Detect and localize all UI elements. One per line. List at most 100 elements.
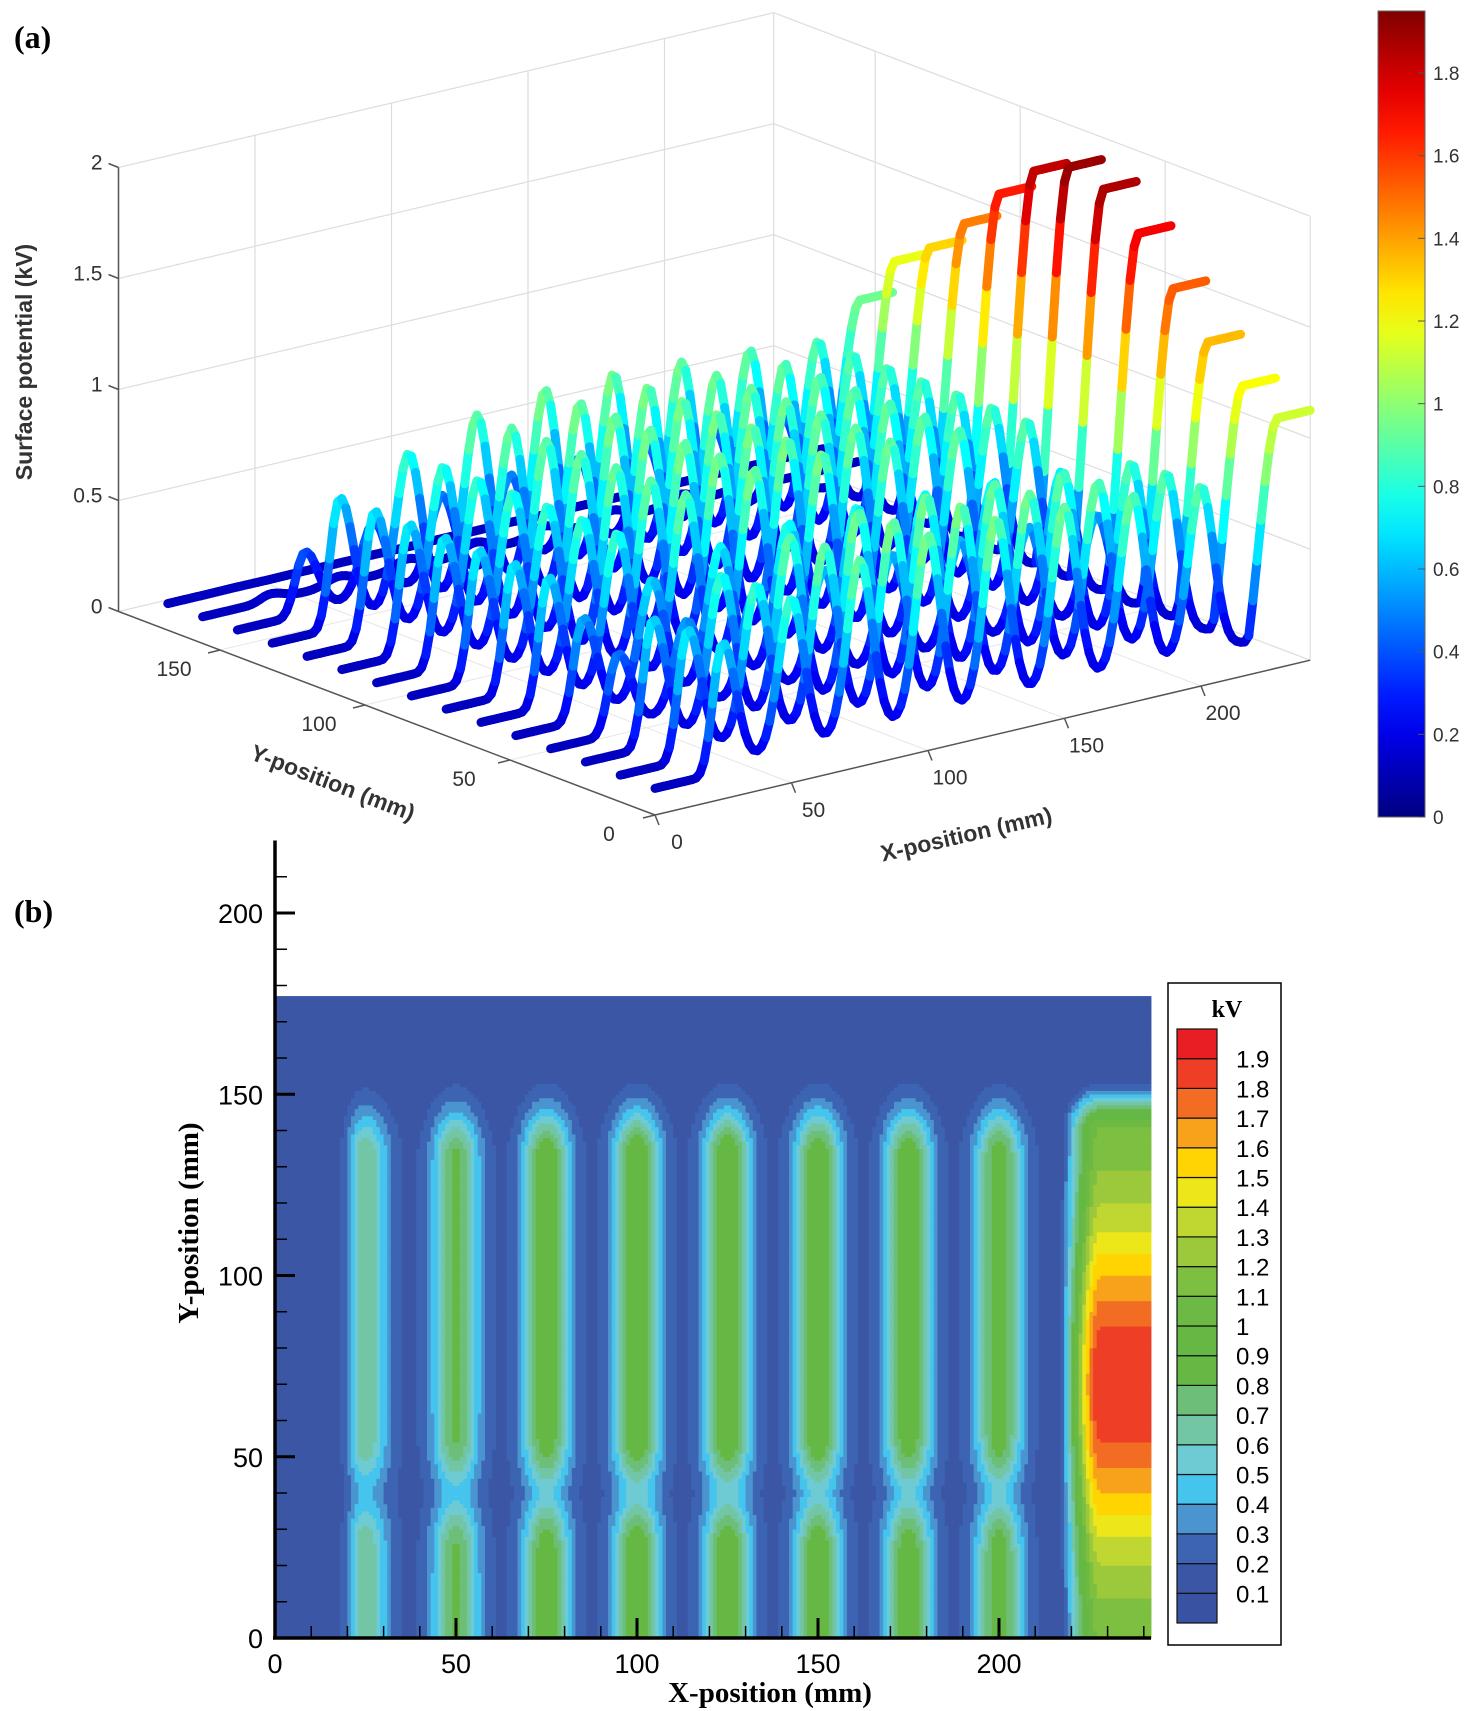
heatmap-cell (883, 1612, 887, 1616)
heatmap-cell (825, 1620, 829, 1624)
heatmap-cell (894, 1616, 898, 1620)
heatmap-cell (402, 1569, 417, 1573)
heatmap-cell (387, 1598, 391, 1602)
heatmap-cell (543, 1612, 551, 1616)
heatmap-cell (756, 1612, 767, 1616)
heatmap-cell (655, 1620, 659, 1624)
heatmap-cell (720, 1616, 735, 1620)
heatmap-cell (1097, 1583, 1152, 1587)
heatmap-cell (1068, 1605, 1072, 1609)
heatmap-cell (626, 1609, 630, 1613)
heatmap-cell (883, 1616, 887, 1620)
heatmap-cell (778, 1569, 789, 1573)
heatmap-cell (706, 1569, 710, 1573)
heatmap-cell (807, 1620, 811, 1624)
heatmap-cell (1086, 1572, 1090, 1576)
heatmap-cell (347, 1572, 351, 1576)
heatmap-cell (847, 1598, 858, 1602)
heatmap-cell (612, 1612, 616, 1616)
heatmap-cell (1090, 1594, 1098, 1598)
heatmap-cell (927, 1594, 931, 1598)
heatmap-cell (948, 1591, 959, 1595)
heatmap-cell (825, 1587, 829, 1591)
heatmap-cell (387, 1569, 391, 1573)
heatmap-cell (883, 1591, 887, 1595)
heatmap-cell (702, 1572, 706, 1576)
heatmap-cell (919, 1623, 923, 1627)
heatmap-cell (474, 1598, 482, 1602)
heatmap-cell (557, 1609, 561, 1613)
heatmap-cell (847, 1587, 858, 1591)
heatmap-cell (869, 1623, 880, 1627)
heatmap-cell (496, 1598, 507, 1602)
heatmap-cell (894, 1580, 898, 1584)
scan-line-segment (878, 478, 882, 512)
heatmap-cell (713, 1580, 717, 1584)
heatmap-cell (521, 1569, 525, 1573)
heatmap-cell (738, 1612, 742, 1616)
heatmap-cell (977, 1630, 981, 1634)
heatmap-cell (1079, 1605, 1083, 1609)
scan-line-segment (465, 612, 469, 646)
heatmap-cell (416, 1612, 427, 1616)
heatmap-cell (655, 1580, 659, 1584)
heatmap-cell (1086, 1620, 1090, 1624)
heatmap-cell (565, 1612, 569, 1616)
heatmap-cell (883, 1572, 887, 1576)
heatmap-cell (666, 1620, 677, 1624)
heatmap-cell (1082, 1598, 1086, 1602)
heatmap-cell (706, 1612, 710, 1616)
heatmap-cell (568, 1583, 572, 1587)
heatmap-cell (536, 1569, 544, 1573)
heatmap-cell (800, 1609, 804, 1613)
heatmap-cell (1013, 1601, 1017, 1605)
heatmap-cell (1090, 1620, 1094, 1624)
heatmap-cell (623, 1572, 627, 1576)
heatmap-cell (811, 1572, 826, 1576)
colorbar-a-tick-label: 0.2 (1433, 725, 1459, 746)
heatmap-cell (974, 1601, 978, 1605)
heatmap-cell (843, 1620, 847, 1624)
heatmap-cell (749, 1630, 753, 1634)
heatmap-cell (811, 1576, 826, 1580)
heatmap-cell (959, 1609, 970, 1613)
heatmap-cell (387, 1594, 391, 1598)
heatmap-cell (811, 1601, 826, 1605)
heatmap-cell (753, 1580, 757, 1584)
heatmap-cell (659, 1609, 663, 1613)
heatmap-cell (481, 1583, 485, 1587)
heatmap-cell (992, 1594, 1007, 1598)
heatmap-cell (800, 1569, 804, 1573)
heatmap-cell (1024, 1598, 1028, 1602)
heatmap-cell (391, 1591, 402, 1595)
heatmap-cell (720, 1598, 735, 1602)
heatmap-cell (1013, 1594, 1017, 1598)
heatmap-cell (981, 1627, 985, 1631)
heatmap-cell (470, 1601, 474, 1605)
heatmap-cell (1086, 1598, 1094, 1602)
heatmap-cell (358, 1587, 377, 1591)
scan-line-segment (565, 523, 569, 557)
heatmap-cell (898, 1605, 906, 1609)
heatmap-cell (959, 1591, 970, 1595)
heatmap-cell (528, 1612, 532, 1616)
heatmap-cell (735, 1601, 739, 1605)
heatmap-cell (804, 1601, 808, 1605)
heatmap-cell (1090, 1612, 1094, 1616)
heatmap-cell (1028, 1605, 1039, 1609)
heatmap-cell (1021, 1623, 1025, 1627)
heatmap-cell (467, 1565, 471, 1569)
heatmap-cell (481, 1594, 485, 1598)
heatmap-cell (912, 1612, 920, 1616)
heatmap-cell (1006, 1601, 1014, 1605)
heatmap-cell (1071, 1605, 1075, 1609)
heatmap-cell (1097, 1587, 1152, 1591)
heatmap-cell (890, 1612, 894, 1616)
heatmap-cell (981, 1630, 985, 1634)
heatmap-cell (753, 1591, 757, 1595)
heatmap-cell (1021, 1605, 1025, 1609)
heatmap-cell (1013, 1598, 1017, 1602)
heatmap-cell (890, 1601, 894, 1605)
heatmap-cell (575, 1630, 586, 1634)
heatmap-cell (619, 1623, 623, 1627)
